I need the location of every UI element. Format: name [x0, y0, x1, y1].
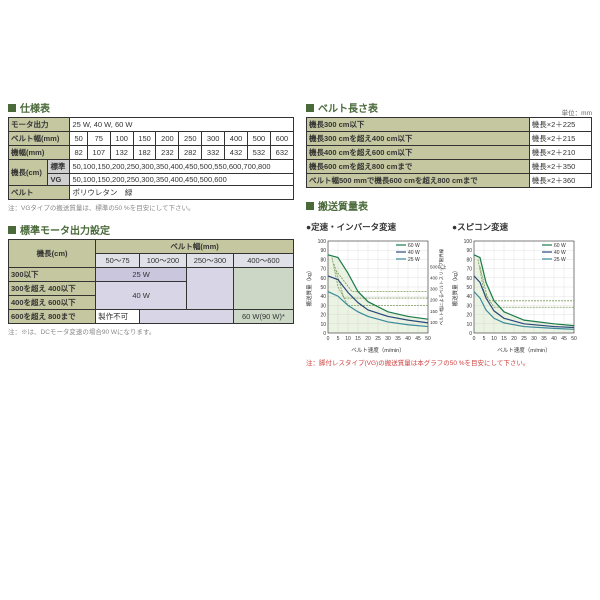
motor-header: 標準モータ出力設定 [8, 222, 294, 237]
svg-text:15: 15 [501, 336, 507, 342]
svg-text:40: 40 [405, 336, 411, 342]
svg-text:30: 30 [466, 303, 472, 309]
svg-text:50: 50 [571, 336, 577, 342]
svg-text:5: 5 [337, 336, 340, 342]
chart1-title: ●定速・インバータ変速 [306, 221, 446, 233]
square-icon [306, 202, 314, 210]
svg-text:300: 300 [430, 287, 438, 292]
svg-text:搬送質量（kg）: 搬送質量（kg） [306, 268, 313, 307]
svg-text:5: 5 [483, 336, 486, 342]
svg-text:200: 200 [430, 298, 438, 303]
svg-text:45: 45 [415, 336, 421, 342]
svg-text:45: 45 [561, 336, 567, 342]
svg-text:100: 100 [318, 239, 327, 245]
belt-table: 機長300 cm以下機長×2＋225機長300 cmを超え400 cm以下機長×… [306, 117, 592, 188]
spec-note: 注：VGタイプの搬送質量は、標準の50 %を目安にして下さい。 [8, 202, 294, 212]
svg-text:0: 0 [469, 331, 472, 337]
svg-text:80: 80 [466, 257, 472, 263]
svg-text:60: 60 [466, 276, 472, 282]
svg-text:ベルト速度（m/min）: ベルト速度（m/min） [351, 346, 404, 354]
square-icon [8, 104, 16, 112]
svg-text:35: 35 [541, 336, 547, 342]
svg-text:30: 30 [385, 336, 391, 342]
svg-text:40 W: 40 W [554, 250, 566, 256]
spec-title: 仕様表 [20, 100, 50, 115]
svg-text:40: 40 [551, 336, 557, 342]
chart1: 0 5 10 15 20 25 30 35 40 45 50 0 10 20 30 40 50 60 70 80 90 1… [306, 235, 446, 355]
svg-text:100: 100 [464, 239, 473, 245]
svg-text:400: 400 [430, 276, 438, 281]
chart2-title: ●スピコン変速 [452, 221, 592, 233]
svg-text:20: 20 [320, 313, 326, 319]
svg-text:搬送質量（kg）: 搬送質量（kg） [452, 268, 459, 307]
svg-text:35: 35 [395, 336, 401, 342]
svg-text:25: 25 [521, 336, 527, 342]
svg-text:150: 150 [430, 309, 438, 314]
svg-text:0: 0 [473, 336, 476, 342]
svg-text:0: 0 [327, 336, 330, 342]
svg-text:90: 90 [320, 248, 326, 254]
svg-text:10: 10 [345, 336, 351, 342]
svg-text:30: 30 [320, 303, 326, 309]
svg-text:25 W: 25 W [554, 257, 566, 263]
svg-text:25: 25 [375, 336, 381, 342]
belt-unit: 単位：mm [562, 107, 592, 117]
svg-text:0: 0 [323, 331, 326, 337]
svg-text:40 W: 40 W [408, 250, 420, 256]
svg-text:30: 30 [531, 336, 537, 342]
motor-note: 注：※は、DCモータ変速の場合90 Wになります。 [8, 326, 294, 336]
chart2: 0 5 10 15 20 25 30 35 40 45 50 0 10 20 30 40 50 60 70 80 90 1… [452, 235, 592, 355]
svg-text:90: 90 [466, 248, 472, 254]
svg-text:ベルト速度（m/min）: ベルト速度（m/min） [497, 346, 550, 354]
chart-note: 注：脚付レスタイプ(VG)の搬送質量は本グラフの50 %を目安にして下さい。 [306, 357, 592, 367]
svg-text:25 W: 25 W [408, 257, 420, 263]
svg-text:10: 10 [491, 336, 497, 342]
motor-title: 標準モータ出力設定 [20, 222, 110, 237]
trans-header: 搬送質量表 [306, 198, 592, 213]
square-icon [306, 104, 314, 112]
square-icon [8, 226, 16, 234]
svg-text:100: 100 [430, 320, 438, 325]
belt-title: ベルト長さ表 [318, 100, 378, 115]
svg-text:20: 20 [365, 336, 371, 342]
svg-text:60 W: 60 W [554, 243, 566, 249]
svg-text:ベルト幅によるベルトスリップ限界線: ベルト幅によるベルトスリップ限界線 [438, 248, 445, 325]
svg-text:70: 70 [320, 267, 326, 273]
svg-text:20: 20 [511, 336, 517, 342]
svg-text:10: 10 [466, 322, 472, 328]
svg-text:40: 40 [466, 294, 472, 300]
svg-text:60: 60 [320, 276, 326, 282]
svg-text:15: 15 [355, 336, 361, 342]
svg-text:50: 50 [425, 336, 431, 342]
svg-text:70: 70 [466, 267, 472, 273]
svg-text:50: 50 [320, 285, 326, 291]
svg-text:80: 80 [320, 257, 326, 263]
belt-header: ベルト長さ表 [306, 100, 378, 115]
trans-title: 搬送質量表 [318, 198, 368, 213]
svg-text:10: 10 [320, 322, 326, 328]
svg-text:60 W: 60 W [408, 243, 420, 249]
motor-table: 機長(cm)ベルト幅(mm)50～75100～200250～300400～600… [8, 239, 294, 324]
svg-text:50: 50 [466, 285, 472, 291]
svg-text:20: 20 [466, 313, 472, 319]
spec-table: モータ出力25 W, 40 W, 60 Wベルト幅(mm)50751001502… [8, 117, 294, 200]
spec-header: 仕様表 [8, 100, 294, 115]
svg-text:40: 40 [320, 294, 326, 300]
